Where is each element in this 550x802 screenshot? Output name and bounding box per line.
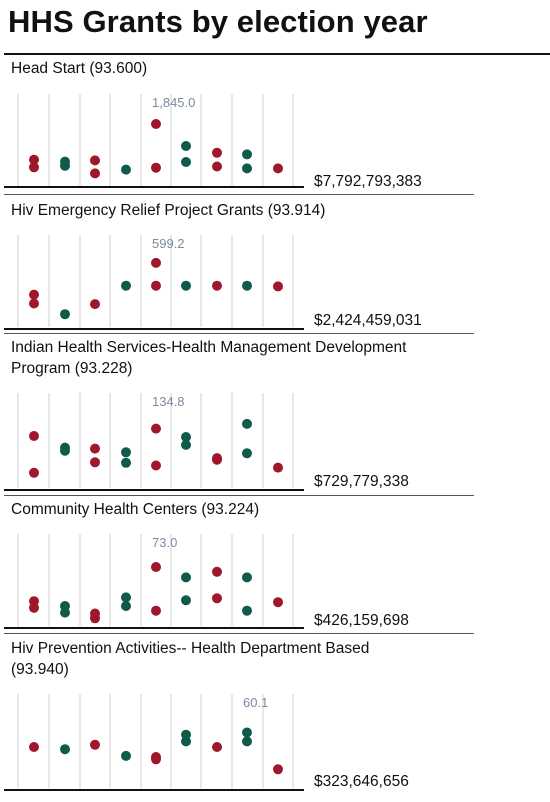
panel-total: $426,159,698 <box>314 612 409 629</box>
panel-separator <box>4 333 474 334</box>
panel-total: $2,424,459,031 <box>314 312 422 329</box>
panel-baseline <box>4 186 304 188</box>
data-point-red <box>212 593 222 604</box>
panel-plot: 1,845.0 <box>17 94 294 186</box>
data-point-red <box>90 457 100 468</box>
data-point-green <box>121 601 131 611</box>
data-point-red <box>151 280 161 291</box>
data-point-green <box>181 439 191 450</box>
data-point-red <box>29 289 39 300</box>
data-point-green <box>181 432 191 442</box>
panel-title: Indian Health Services-Health Management… <box>11 339 407 377</box>
max-value-label: 599.2 <box>152 236 185 251</box>
data-point-red <box>151 460 161 471</box>
data-point-red <box>29 742 39 752</box>
data-point-green <box>181 595 191 606</box>
data-point-green <box>121 164 131 175</box>
data-point-red <box>273 597 283 608</box>
data-point-red <box>151 257 161 268</box>
data-point-green <box>242 448 252 459</box>
data-point-red <box>29 162 39 173</box>
data-point-red <box>29 298 39 309</box>
data-point-red <box>273 764 283 775</box>
data-point-green <box>121 750 131 761</box>
title-rule <box>4 53 550 55</box>
panel-plot: 60.1 <box>17 694 294 788</box>
data-point-red <box>151 605 161 616</box>
data-point-red <box>273 462 283 473</box>
data-point-red <box>273 281 283 292</box>
panel-total: $7,792,793,383 <box>314 173 422 190</box>
data-point-red <box>90 299 100 310</box>
panel-baseline <box>4 789 304 791</box>
data-point-green <box>242 418 252 429</box>
panel-plot: 134.8 <box>17 393 294 488</box>
data-point-red <box>90 613 100 624</box>
panel-title: Head Start (93.600) <box>11 60 148 77</box>
data-point-red <box>212 161 222 172</box>
data-point-green <box>181 572 191 583</box>
data-point-red <box>29 431 39 441</box>
data-point-red <box>29 154 39 165</box>
data-point-red <box>212 147 222 158</box>
data-point-green <box>242 605 252 616</box>
data-point-red <box>212 566 222 577</box>
data-point-green <box>242 572 252 583</box>
data-point-green <box>242 280 252 291</box>
data-point-green <box>60 309 70 320</box>
panel-title: Hiv Emergency Relief Project Grants (93.… <box>11 202 326 219</box>
data-point-green <box>121 457 131 468</box>
data-point-red <box>151 119 161 129</box>
page-title: HHS Grants by election year <box>8 4 428 39</box>
data-point-green <box>121 592 131 603</box>
data-point-green <box>60 744 70 755</box>
panel-plot: 73.0 <box>17 534 294 626</box>
data-point-red <box>212 454 222 465</box>
data-point-green <box>181 736 191 747</box>
data-point-red <box>212 742 222 752</box>
max-value-label: 73.0 <box>152 535 177 550</box>
data-point-green <box>121 280 131 291</box>
data-point-red <box>151 754 161 765</box>
data-point-green <box>60 445 70 456</box>
panel-baseline <box>4 489 304 491</box>
data-point-red <box>90 739 100 750</box>
data-point-red <box>29 602 39 613</box>
data-point-red <box>212 280 222 291</box>
panel-separator <box>4 495 474 496</box>
panel-plot: 599.2 <box>17 235 294 327</box>
data-point-green <box>242 163 252 174</box>
max-value-label: 60.1 <box>243 695 268 710</box>
panel-total: $323,646,656 <box>314 773 409 790</box>
panel-separator <box>4 633 474 634</box>
data-point-red <box>90 443 100 454</box>
max-value-label: 1,845.0 <box>152 95 195 110</box>
data-point-green <box>242 736 252 747</box>
data-point-red <box>151 423 161 434</box>
data-point-green <box>181 157 191 167</box>
data-point-red <box>273 163 283 174</box>
panel-baseline <box>4 328 304 330</box>
panel-total: $729,779,338 <box>314 473 409 490</box>
data-point-green <box>242 727 252 738</box>
data-point-green <box>181 141 191 151</box>
data-point-green <box>181 280 191 291</box>
panel-baseline <box>4 627 304 629</box>
panel-title: Hiv Prevention Activities-- Health Depar… <box>11 640 370 678</box>
data-point-green <box>60 607 70 618</box>
panel-separator <box>4 194 474 195</box>
data-point-red <box>151 562 161 572</box>
data-point-red <box>90 155 100 166</box>
max-value-label: 134.8 <box>152 394 185 409</box>
data-point-green <box>121 447 131 458</box>
data-point-red <box>29 467 39 478</box>
data-point-red <box>90 168 100 179</box>
panel-title: Community Health Centers (93.224) <box>11 501 260 518</box>
data-point-red <box>151 162 161 173</box>
data-point-green <box>60 160 70 171</box>
data-point-green <box>242 149 252 160</box>
